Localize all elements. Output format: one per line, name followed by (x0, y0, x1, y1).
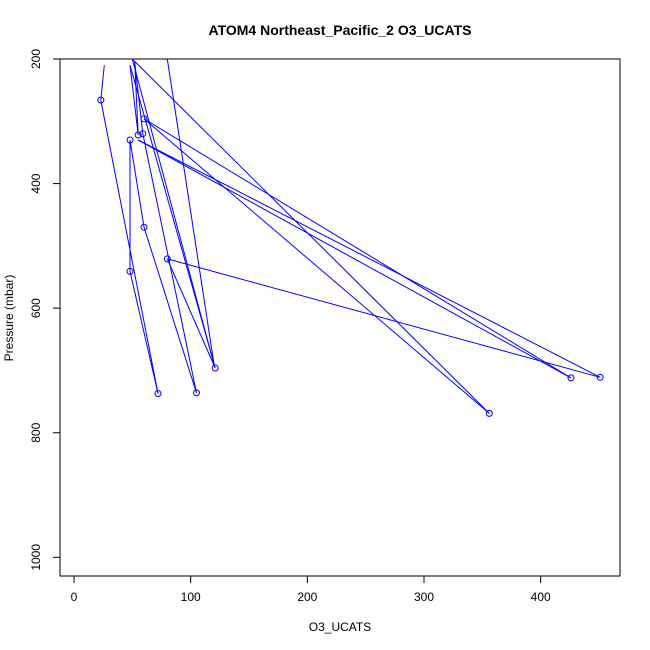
x-axis: 0 100 200 300 400 (71, 575, 551, 604)
data-point (567, 374, 575, 382)
series-segment (100, 100, 159, 394)
x-tick-label: 400 (531, 590, 551, 604)
data-point (211, 364, 219, 372)
data-point (139, 130, 147, 138)
data-point (163, 255, 171, 263)
y-axis: 200 400 600 800 1000 (29, 49, 61, 571)
x-tick-label: 200 (297, 590, 317, 604)
series-layer (100, 59, 601, 414)
series-segment (166, 258, 216, 369)
series-segment (143, 118, 490, 414)
x-tick-label: 100 (181, 590, 201, 604)
x-tick-label: 0 (71, 590, 78, 604)
x-tick-label: 300 (414, 590, 434, 604)
data-point (134, 131, 142, 139)
data-point (596, 373, 604, 381)
series-segment (131, 59, 490, 414)
y-tick-label: 1000 (29, 544, 43, 571)
x-axis-label: O3_UCATS (309, 620, 371, 634)
series-segment (129, 65, 139, 136)
data-point (126, 136, 134, 144)
data-point (97, 96, 105, 104)
series-segment (129, 271, 159, 394)
data-point (485, 409, 493, 417)
data-point (193, 389, 200, 397)
series-segment (143, 118, 572, 379)
data-point (126, 267, 134, 275)
data-point (140, 223, 148, 231)
series-segment (137, 139, 572, 379)
series-segment (167, 258, 601, 378)
y-axis-label: Pressure (mbar) (2, 275, 16, 362)
points-layer (97, 96, 604, 417)
chart-title: ATOM4 Northeast_Pacific_2 O3_UCATS (209, 22, 472, 38)
y-tick-label: 200 (29, 49, 43, 69)
data-point (140, 115, 148, 123)
series-segment (166, 59, 215, 365)
series-segment (143, 227, 197, 394)
y-tick-label: 400 (29, 173, 43, 193)
series-segment (100, 65, 105, 101)
data-point (154, 390, 162, 397)
series-segment (134, 62, 139, 136)
y-tick-label: 800 (29, 422, 43, 442)
series-segment (131, 59, 215, 365)
series-segment (129, 139, 145, 228)
y-tick-label: 600 (29, 298, 43, 318)
